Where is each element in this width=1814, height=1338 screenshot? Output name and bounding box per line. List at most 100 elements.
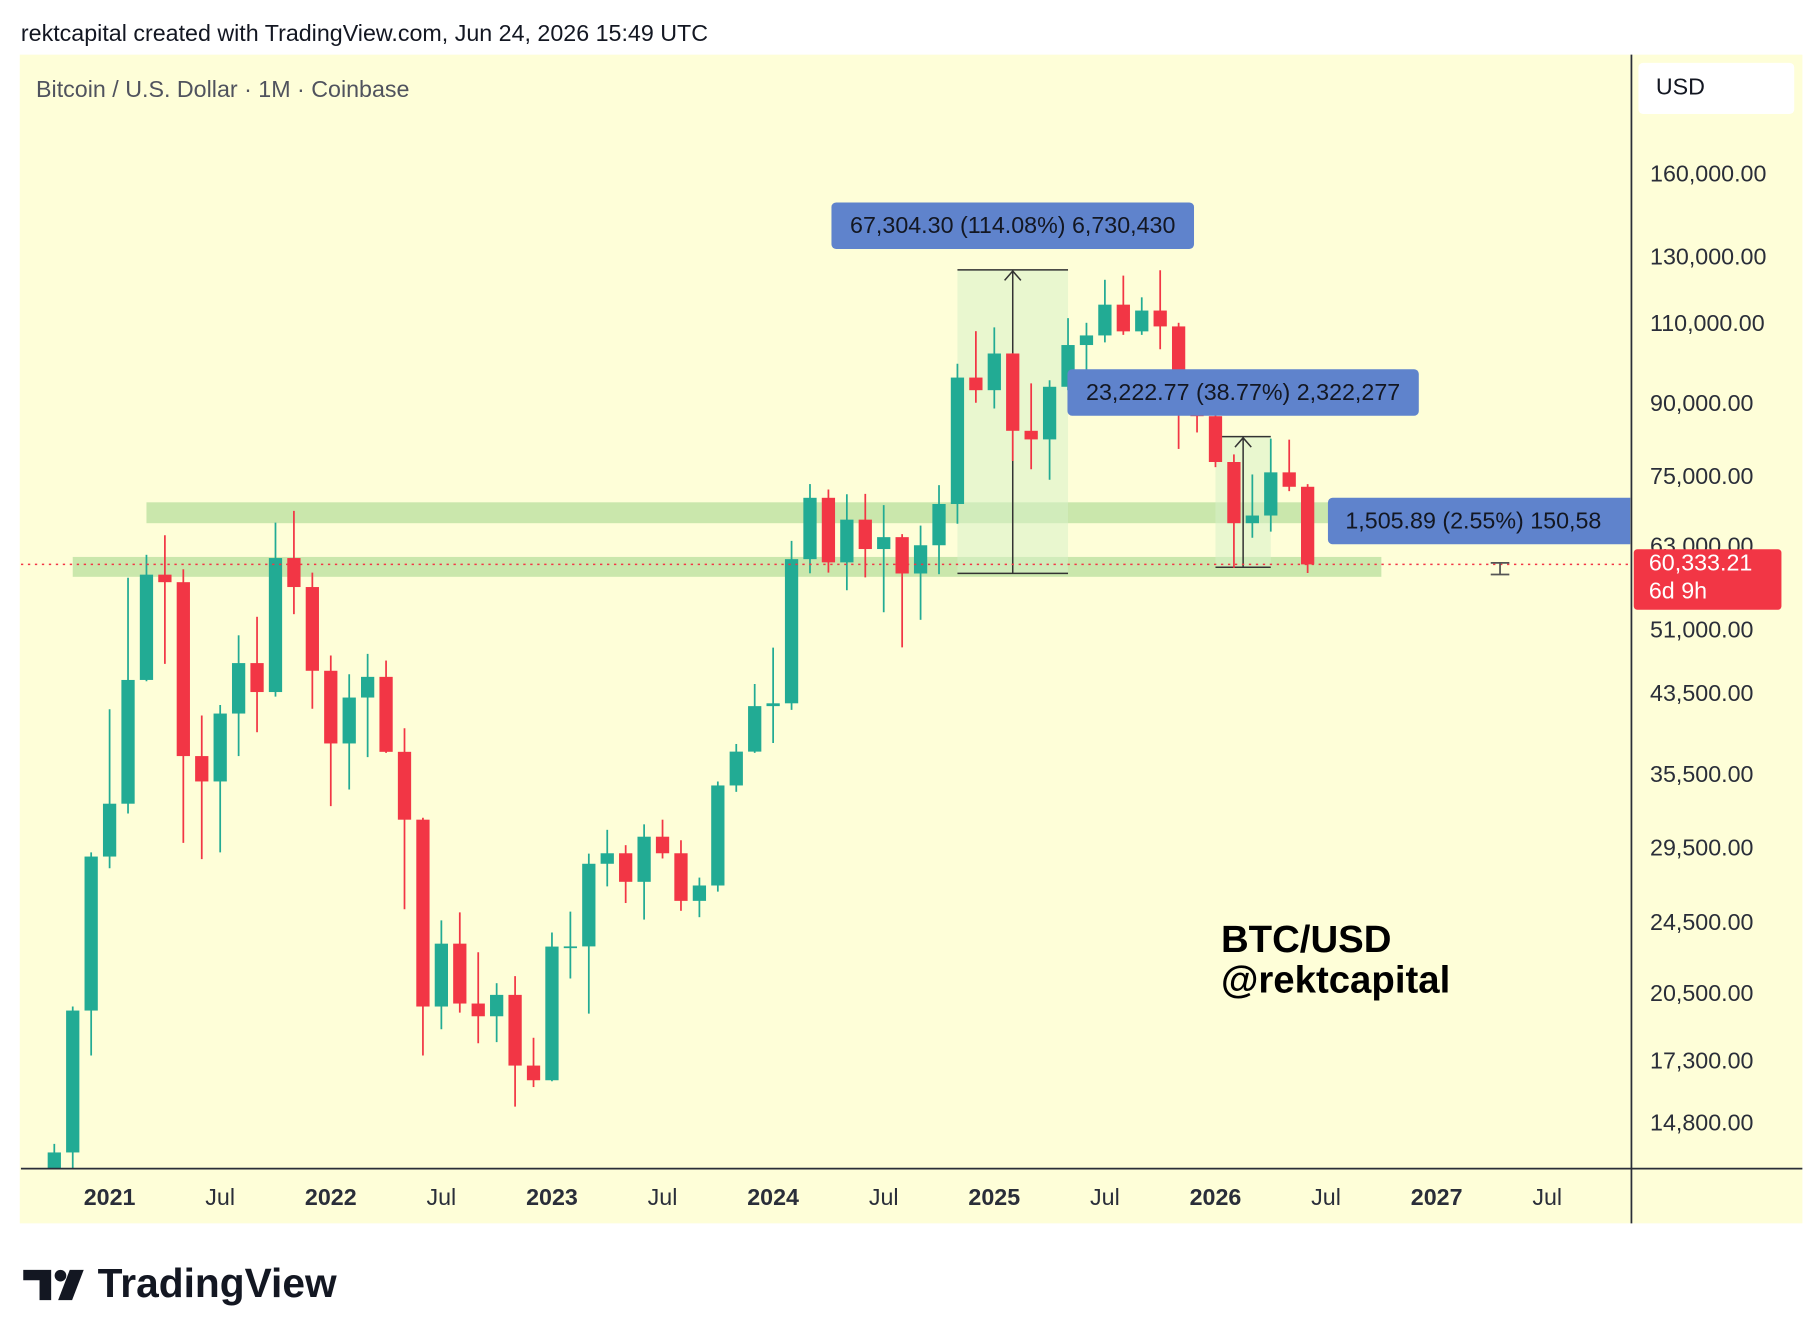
last-price-box (1633, 549, 1782, 610)
candle-body (969, 377, 983, 391)
candle-body (195, 756, 209, 782)
footer-logo: TradingView (98, 1260, 337, 1306)
candle-body (877, 537, 891, 550)
candle-body (1282, 472, 1296, 487)
x-tick-label: 2026 (1190, 1184, 1242, 1210)
candle-body (434, 943, 448, 1007)
candle-body (784, 559, 799, 704)
candle-body (932, 504, 946, 546)
watermark: BTC/USD (1221, 918, 1391, 961)
candle-body (1264, 472, 1278, 516)
candle-body (950, 377, 965, 505)
y-tick-label: 24,500.00 (1650, 909, 1754, 935)
y-tick-label: 35,500.00 (1650, 761, 1754, 787)
candle-body (563, 946, 578, 949)
x-tick-label: Jul (648, 1184, 678, 1210)
candle-body (637, 836, 651, 882)
candle-body (102, 803, 117, 857)
watermark: @rektcapital (1221, 959, 1450, 1002)
candle-body (287, 558, 301, 588)
measure-label-box (831, 202, 1195, 249)
x-tick-label: Jul (426, 1184, 456, 1210)
x-tick-label: Jul (1311, 1184, 1341, 1210)
chart-title: Bitcoin / U.S. Dollar · 1M · Coinbase (36, 76, 409, 102)
measure-label-text: 67,304.30 (114.08%) 6,730,430 (850, 212, 1175, 238)
candle-body (803, 497, 817, 560)
candle-body (711, 785, 725, 886)
candle-body (821, 497, 836, 563)
countdown-label: 6d 9h (1649, 577, 1707, 603)
candle-body (766, 703, 780, 707)
x-tick-label: 2023 (526, 1184, 578, 1210)
candle-body (158, 574, 172, 583)
measure-label-box (1067, 369, 1419, 416)
candle-body (139, 574, 154, 680)
candle-body (1153, 310, 1167, 327)
candle-body (379, 676, 393, 752)
candle-body (526, 1065, 541, 1081)
candle-body (47, 1152, 61, 1169)
candle-body (1301, 486, 1315, 565)
y-tick-label: 14,800.00 (1650, 1110, 1754, 1136)
header: rektcapital created with TradingView.com… (21, 20, 708, 46)
x-tick-label: 2027 (1411, 1184, 1463, 1210)
x-tick-label: 2022 (305, 1184, 357, 1210)
candle-body (545, 946, 559, 1081)
axes: 160,000.00 130,000.00 110,000.00 90,000.00 7… (84, 161, 1782, 1210)
candle-body (1135, 310, 1149, 332)
candle-body (324, 670, 338, 744)
candle-body (1116, 304, 1130, 332)
measure-label: 23,222.77 (38.77%) 2,322,277 (1067, 369, 1419, 416)
candle-body (416, 819, 430, 1007)
candle-body (692, 885, 707, 901)
candle-body (1042, 386, 1057, 440)
candle-body (84, 856, 98, 1011)
candle-body (840, 519, 854, 563)
y-tick-label: 90,000.00 (1650, 390, 1754, 416)
y-tick-label: 43,500.00 (1650, 680, 1754, 706)
x-tick-label: Jul (205, 1184, 235, 1210)
candle-body (987, 353, 1001, 391)
candle-body (729, 751, 743, 786)
y-tick-label: 160,000.00 (1650, 161, 1766, 187)
candle-body (1245, 515, 1259, 524)
candle-body (213, 713, 227, 782)
range-marker (1490, 561, 1510, 576)
x-tick-label: Jul (1532, 1184, 1562, 1210)
candle-body (582, 863, 596, 947)
y-tick-label: 51,000.00 (1650, 617, 1754, 643)
candle-body (1227, 462, 1241, 524)
candle-body (1006, 353, 1020, 431)
candle-body (361, 676, 375, 698)
candle-body (1098, 304, 1112, 336)
y-tick-label: 20,500.00 (1650, 980, 1754, 1006)
candle-body (342, 697, 356, 744)
candle-body (66, 1010, 80, 1153)
candle-body (471, 1003, 485, 1017)
candle-body (305, 587, 319, 671)
candle-body (1024, 430, 1038, 440)
y-tick-label: 29,500.00 (1650, 835, 1754, 861)
x-tick-label: Jul (869, 1184, 899, 1210)
candle-body (655, 836, 670, 854)
candle-body (176, 582, 190, 757)
y-tick-label: 110,000.00 (1650, 310, 1765, 336)
candle-body (231, 663, 246, 714)
candle-body (600, 853, 614, 864)
candle-body (121, 679, 135, 804)
y-tick-label: 130,000.00 (1650, 244, 1766, 270)
candle-body (895, 537, 909, 574)
annotation-text: 1,505.89 (2.55%) 150,58 (1345, 507, 1601, 533)
currency-box[interactable] (1638, 62, 1795, 114)
plot: 67,304.30 (114.08%) 6,730,430 23,222.77 (… (20, 202, 1631, 1169)
candle-body (858, 519, 872, 550)
currency[interactable]: USD (1656, 74, 1705, 100)
candle-body (508, 994, 522, 1066)
x-tick-label: Jul (1090, 1184, 1120, 1210)
candle-body (674, 853, 688, 901)
measure-arrowhead (1004, 269, 1022, 281)
candle-body (913, 545, 928, 574)
candle-body (1079, 335, 1094, 346)
